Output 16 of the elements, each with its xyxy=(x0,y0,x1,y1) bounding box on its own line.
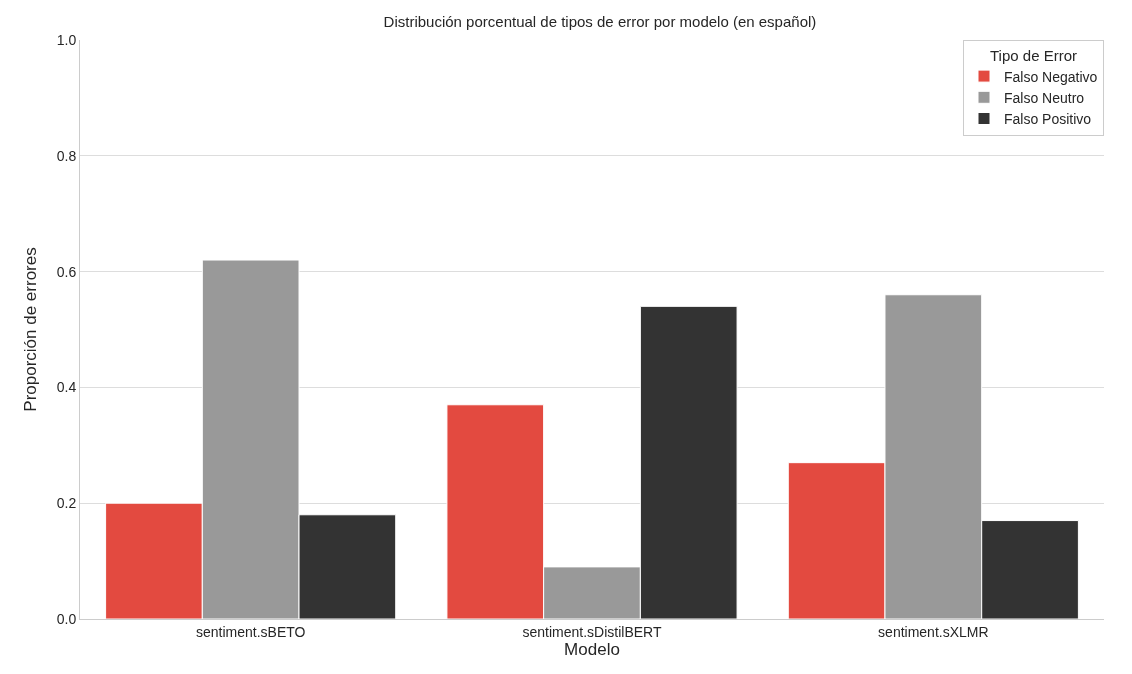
legend-label: Falso Positivo xyxy=(1004,110,1092,127)
y-tick-label: 0.8 xyxy=(56,147,77,164)
x-tick-label: sentiment.sBETO xyxy=(195,623,306,640)
legend-title: Tipo de Error xyxy=(990,46,1077,64)
legend-label: Falso Neutro xyxy=(1004,89,1085,106)
y-tick-label: 0.2 xyxy=(56,495,77,512)
y-tick-label: 1.0 xyxy=(56,31,77,48)
legend-label: Falso Negativo xyxy=(1004,68,1098,85)
chart-title: Distribución porcentual de tipos de error por modelo (en español) xyxy=(383,13,817,31)
x-tick-label: sentiment.sDistilBERT xyxy=(522,623,662,640)
y-axis-title: Proporción de errores xyxy=(21,247,40,412)
y-tick-label: 0.0 xyxy=(56,610,77,627)
x-axis-title: Modelo xyxy=(564,640,620,660)
x-tick-label: sentiment.sXLMR xyxy=(878,623,989,640)
y-tick-label: 0.6 xyxy=(56,263,77,280)
y-tick-label: 0.4 xyxy=(56,379,77,396)
